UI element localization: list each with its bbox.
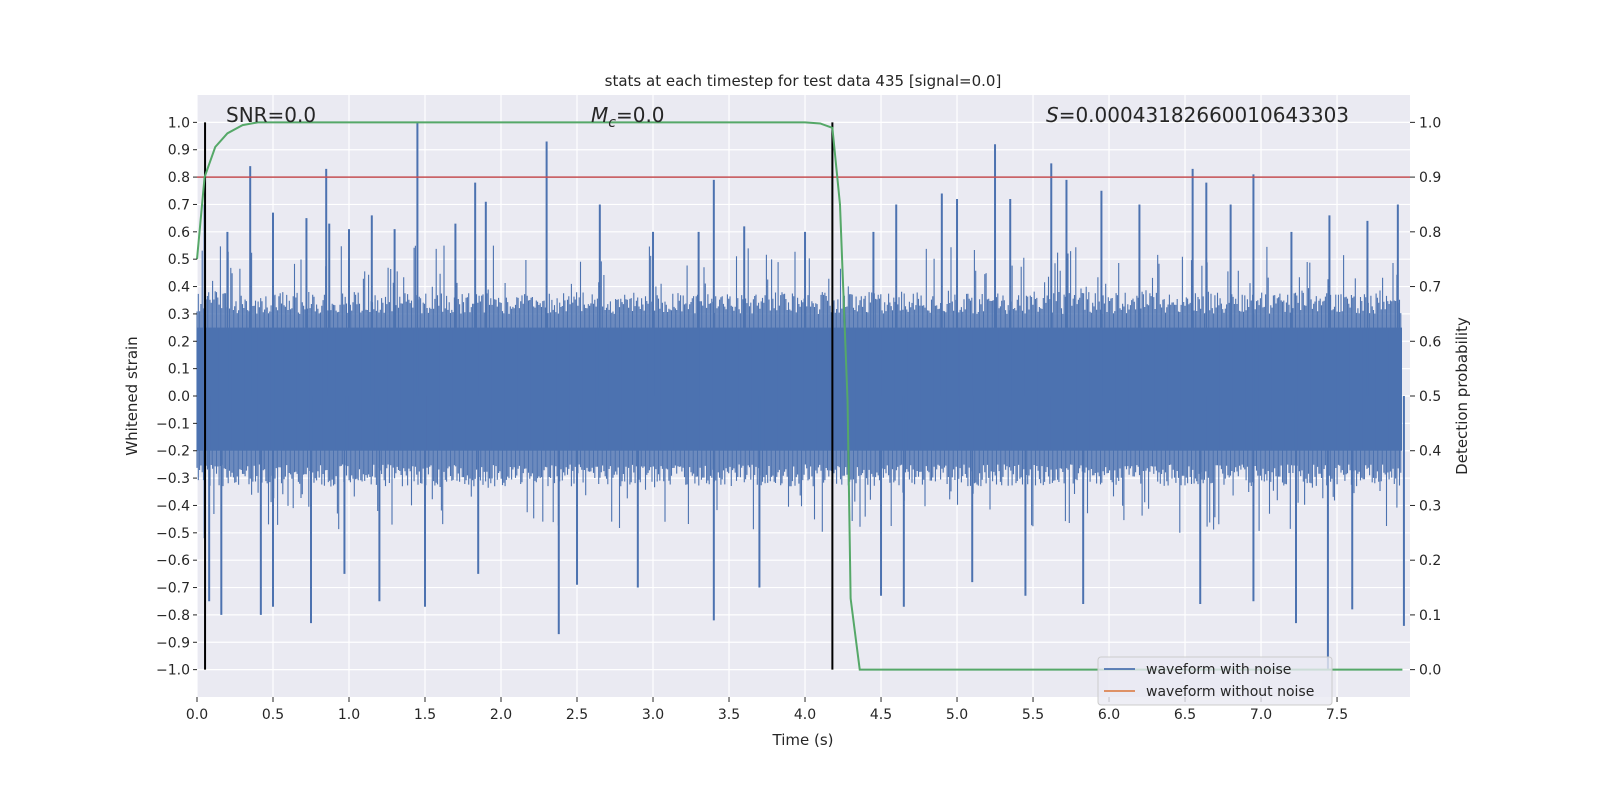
y-tick-label: 0.9	[168, 143, 190, 159]
y-tick-label: −0.7	[156, 581, 190, 597]
y-tick-label: −0.3	[156, 471, 190, 487]
x-tick-label: 3.5	[718, 707, 740, 723]
x-tick-label: 3.0	[642, 707, 664, 723]
x-axis-label: Time (s)	[772, 731, 834, 749]
y-tick-label: 0.4	[168, 280, 190, 296]
mc-annotation: Mc=0.0	[591, 103, 665, 131]
y2-tick-label: 0.2	[1419, 553, 1441, 569]
y-tick-label: 0.1	[168, 362, 190, 378]
y-axis-label: Whitened strain	[123, 336, 141, 455]
y2-tick-label: 0.1	[1419, 608, 1441, 624]
y2-tick-label: 0.7	[1419, 280, 1441, 296]
y-tick-label: 0.5	[168, 252, 190, 268]
x-tick-label: 4.5	[870, 707, 892, 723]
y2-tick-label: 0.3	[1419, 498, 1441, 514]
x-tick-label: 6.0	[1098, 707, 1120, 723]
y-tick-label: −0.9	[156, 635, 190, 651]
y-tick-label: −0.8	[156, 608, 190, 624]
y2-tick-label: 0.5	[1419, 389, 1441, 405]
y-tick-label: −1.0	[156, 663, 190, 679]
ticks: 1.0 0.9 0.8 0.7 0.6 0.5 0.4 0.3 0.2 0.1 0.0 −0.1 −0.…	[156, 115, 1441, 723]
overlay	[196, 121, 1410, 671]
y2-tick-label: 1.0	[1419, 115, 1441, 131]
x-tick-label: 4.0	[794, 707, 816, 723]
noise-trace	[196, 245, 1402, 533]
mc-symbol: M	[591, 103, 608, 127]
y-tick-label: −0.5	[156, 526, 190, 542]
y-tick-label: 0.6	[168, 225, 190, 241]
snr-annotation: SNR=0.0	[226, 103, 316, 127]
s-symbol: S	[1046, 103, 1059, 127]
y-tick-label: 0.2	[168, 334, 190, 350]
x-tick-label: 0.0	[186, 707, 208, 723]
s-value: =0.00043182660010643303	[1059, 103, 1349, 127]
x-tick-label: 2.5	[566, 707, 588, 723]
y-tick-label: −0.4	[156, 498, 190, 514]
y-tick-label: 0.0	[168, 389, 190, 405]
legend-label-clean: waveform without noise	[1146, 684, 1314, 700]
x-tick-label: 7.5	[1326, 707, 1348, 723]
x-tick-label: 1.5	[414, 707, 436, 723]
x-tick-label: 2.0	[490, 707, 512, 723]
y-tick-label: 0.7	[168, 197, 190, 213]
y2-tick-label: 0.0	[1419, 663, 1441, 679]
x-tick-label: 5.0	[946, 707, 968, 723]
x-tick-label: 7.0	[1250, 707, 1272, 723]
y-tick-label: −0.2	[156, 444, 190, 460]
y2-tick-label: 0.4	[1419, 444, 1441, 460]
y2-axis-label: Detection probability	[1453, 317, 1471, 475]
x-tick-label: 5.5	[1022, 707, 1044, 723]
detection-probability-line	[196, 121, 1403, 671]
y-tick-label: 0.3	[168, 307, 190, 323]
y-tick-label: −0.6	[156, 553, 190, 569]
mc-value: =0.0	[616, 103, 665, 127]
y-tick-label: 1.0	[168, 115, 190, 131]
mc-subscript: c	[608, 115, 616, 131]
x-tick-label: 0.5	[262, 707, 284, 723]
s-annotation: S=0.00043182660010643303	[1046, 103, 1349, 127]
noise-series	[196, 122, 1405, 670]
y2-tick-label: 0.9	[1419, 170, 1441, 186]
legend-label-noise: waveform with noise	[1146, 662, 1291, 678]
y-tick-label: −0.1	[156, 416, 190, 432]
y2-tick-label: 0.6	[1419, 334, 1441, 350]
chart-title: stats at each timestep for test data 435…	[605, 72, 1002, 90]
x-tick-label: 6.5	[1174, 707, 1196, 723]
y-tick-label: 0.8	[168, 170, 190, 186]
y2-tick-label: 0.8	[1419, 225, 1441, 241]
x-tick-label: 1.0	[338, 707, 360, 723]
legend: waveform with noise waveform without noi…	[1097, 656, 1333, 706]
